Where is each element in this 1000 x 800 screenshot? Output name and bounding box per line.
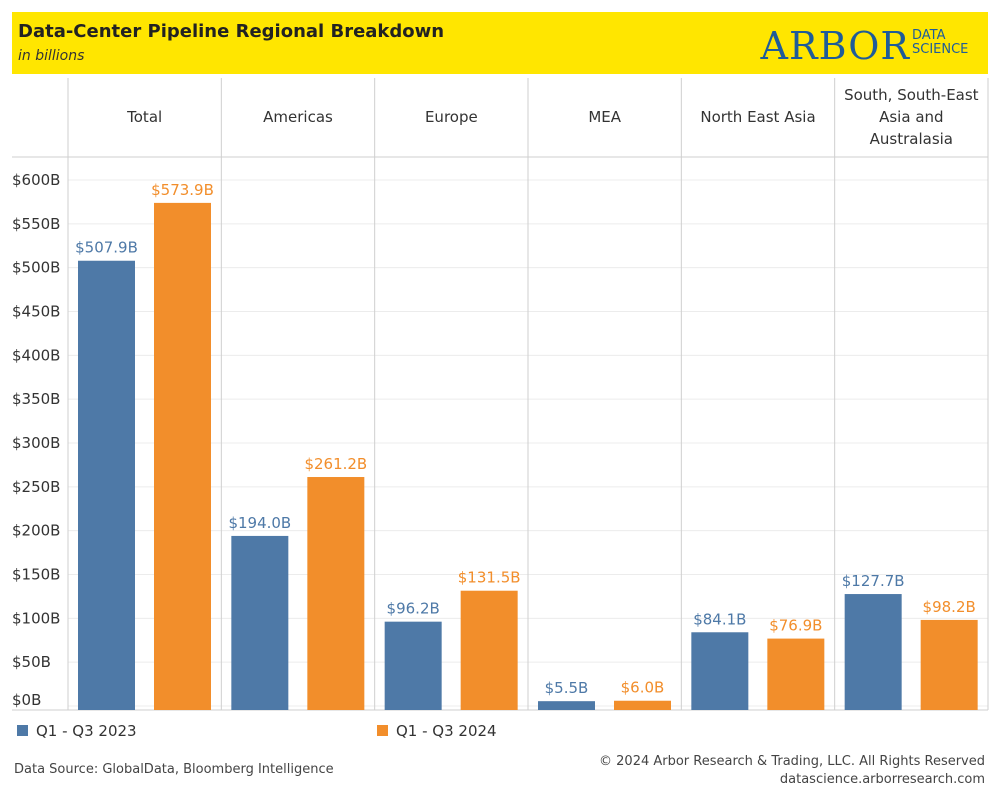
data-label: $507.9B — [75, 239, 138, 257]
data-label: $84.1B — [693, 610, 746, 628]
y-tick-label: $50B — [12, 653, 51, 671]
data-label: $6.0B — [621, 679, 665, 697]
y-tick-label: $0B — [12, 691, 41, 709]
y-tick-label: $200B — [12, 522, 60, 540]
bar-2023-5 — [844, 594, 902, 710]
category-label: South, South-East — [844, 86, 979, 104]
bar-2023-0 — [78, 260, 135, 710]
copyright-text: © 2024 Arbor Research & Trading, LLC. Al… — [599, 754, 985, 769]
data-label: $131.5B — [458, 569, 521, 587]
legend-item-2024[interactable]: Q1 - Q3 2024 — [377, 722, 497, 740]
bar-2023-2 — [384, 621, 442, 710]
logo-sub-line-1: DATA — [912, 28, 946, 43]
bar-2023-3 — [538, 701, 595, 710]
category-label: Americas — [263, 108, 333, 126]
chart-title: Data-Center Pipeline Regional Breakdown — [18, 21, 445, 42]
data-label: $194.0B — [228, 514, 291, 532]
category-label: Australasia — [870, 130, 953, 148]
bar-2023-1 — [231, 535, 289, 710]
data-label: $76.9B — [769, 617, 822, 635]
logo-sub-line-2: SCIENCE — [912, 42, 969, 57]
bar-2024-0 — [154, 202, 211, 711]
website-url: datascience.arborresearch.com — [779, 772, 985, 787]
y-tick-label: $350B — [12, 390, 60, 408]
legend-swatch-2024 — [377, 725, 388, 736]
data-label: $96.2B — [387, 600, 440, 618]
category-label: North East Asia — [700, 108, 815, 126]
data-label: $127.7B — [842, 572, 905, 590]
category-label: Total — [126, 108, 162, 126]
data-label: $573.9B — [151, 181, 214, 199]
bar-2023-4 — [691, 632, 749, 710]
legend-swatch-2023 — [17, 725, 28, 736]
logo-sub-text: DATA SCIENCE — [912, 29, 982, 57]
y-tick-label: $400B — [12, 346, 60, 364]
y-tick-label: $450B — [12, 303, 60, 321]
y-tick-label: $600B — [12, 171, 60, 189]
copyright-block: © 2024 Arbor Research & Trading, LLC. Al… — [599, 753, 985, 789]
chart-subtitle: in billions — [18, 48, 85, 64]
y-tick-label: $100B — [12, 609, 60, 627]
data-source: Data Source: GlobalData, Bloomberg Intel… — [14, 762, 334, 777]
data-label: $5.5B — [545, 679, 589, 697]
y-tick-label: $150B — [12, 566, 60, 584]
y-tick-label: $500B — [12, 259, 60, 277]
header-banner: Data-Center Pipeline Regional Breakdown … — [12, 12, 988, 74]
category-label: Europe — [425, 108, 478, 126]
legend-item-2023[interactable]: Q1 - Q3 2023 — [17, 722, 137, 740]
y-tick-label: $300B — [12, 434, 60, 452]
category-label: Asia and — [879, 108, 943, 126]
y-tick-label: $550B — [12, 215, 60, 233]
bar-2024-3 — [614, 700, 671, 710]
legend-label-2024: Q1 - Q3 2024 — [396, 722, 497, 740]
bar-2024-2 — [460, 590, 518, 710]
bar-2024-1 — [307, 477, 365, 710]
logo-main-text: ARBOR — [760, 24, 910, 68]
y-tick-label: $250B — [12, 478, 60, 496]
legend-label-2023: Q1 - Q3 2023 — [36, 722, 137, 740]
bar-2024-5 — [920, 619, 978, 710]
data-label: $261.2B — [304, 455, 367, 473]
data-label: $98.2B — [923, 598, 976, 616]
category-label: MEA — [588, 108, 621, 126]
bar-2024-4 — [767, 638, 825, 710]
